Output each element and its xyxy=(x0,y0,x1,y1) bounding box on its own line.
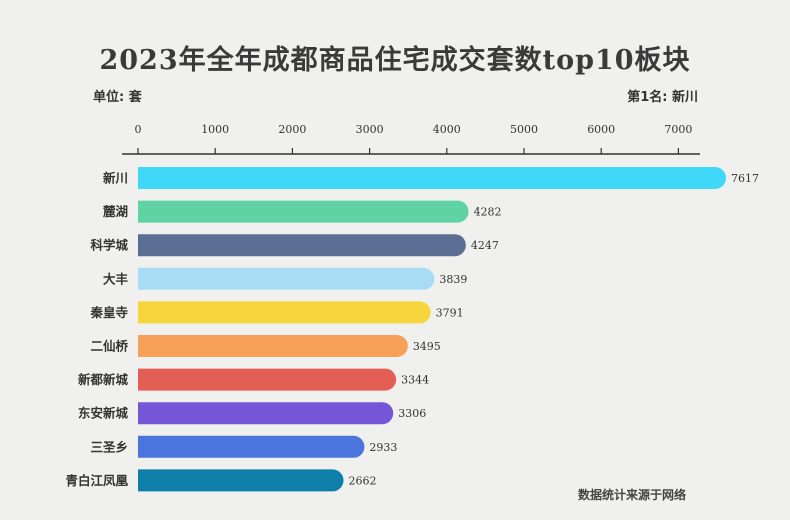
bar xyxy=(138,402,394,425)
category-label: 三圣乡 xyxy=(90,439,128,454)
x-tick-label: 3000 xyxy=(356,123,384,136)
x-tick-label: 6000 xyxy=(587,123,615,136)
category-label: 东安新城 xyxy=(78,406,129,421)
bar xyxy=(138,335,408,357)
bar xyxy=(138,234,466,257)
x-tick-label: 7000 xyxy=(664,123,692,136)
value-label: 4282 xyxy=(474,206,502,219)
rank-label: 第1名: 新川 xyxy=(627,90,698,105)
value-label: 4247 xyxy=(471,239,499,252)
category-label: 大丰 xyxy=(103,271,129,286)
x-tick-label: 4000 xyxy=(433,123,461,136)
bar xyxy=(138,167,727,189)
bar xyxy=(138,267,435,290)
chart-title: 2023年全年成都商品住宅成交套数top10板块 xyxy=(99,45,691,76)
category-label: 新川 xyxy=(103,171,128,186)
bar xyxy=(138,435,365,458)
value-label: 3791 xyxy=(436,306,464,319)
category-label: 秦皇寺 xyxy=(89,305,128,320)
category-label: 青白江凤凰 xyxy=(65,473,128,488)
x-axis: 0 1000 2000 3000 4000 5000 6000 7000 xyxy=(122,123,700,155)
value-label: 3306 xyxy=(398,407,426,420)
bar xyxy=(138,301,431,324)
value-label: 3839 xyxy=(439,273,467,286)
x-tick-label: 1000 xyxy=(201,123,229,136)
category-label: 科学城 xyxy=(90,238,128,253)
category-label: 麓湖 xyxy=(102,204,128,219)
category-label: 二仙桥 xyxy=(90,339,128,354)
value-label: 3344 xyxy=(401,374,429,387)
bars: 新川 7617 麓湖 4282 科学城 4247 大丰 3839 秦皇寺 3791 二仙桥 3495 新… xyxy=(65,167,759,492)
value-label: 2662 xyxy=(349,474,377,487)
value-label: 7617 xyxy=(731,172,759,185)
x-tick-label: 5000 xyxy=(510,123,538,136)
value-label: 3495 xyxy=(413,340,441,353)
category-label: 新都新城 xyxy=(78,372,129,387)
bar xyxy=(138,469,344,492)
source-note: 数据统计来源于网络 xyxy=(578,488,687,502)
value-label: 2933 xyxy=(369,441,397,454)
bar xyxy=(138,368,397,391)
x-tick-label: 0 xyxy=(135,123,142,136)
bar xyxy=(138,200,469,223)
unit-label: 单位: 套 xyxy=(93,90,142,105)
x-tick-label: 2000 xyxy=(278,123,306,136)
